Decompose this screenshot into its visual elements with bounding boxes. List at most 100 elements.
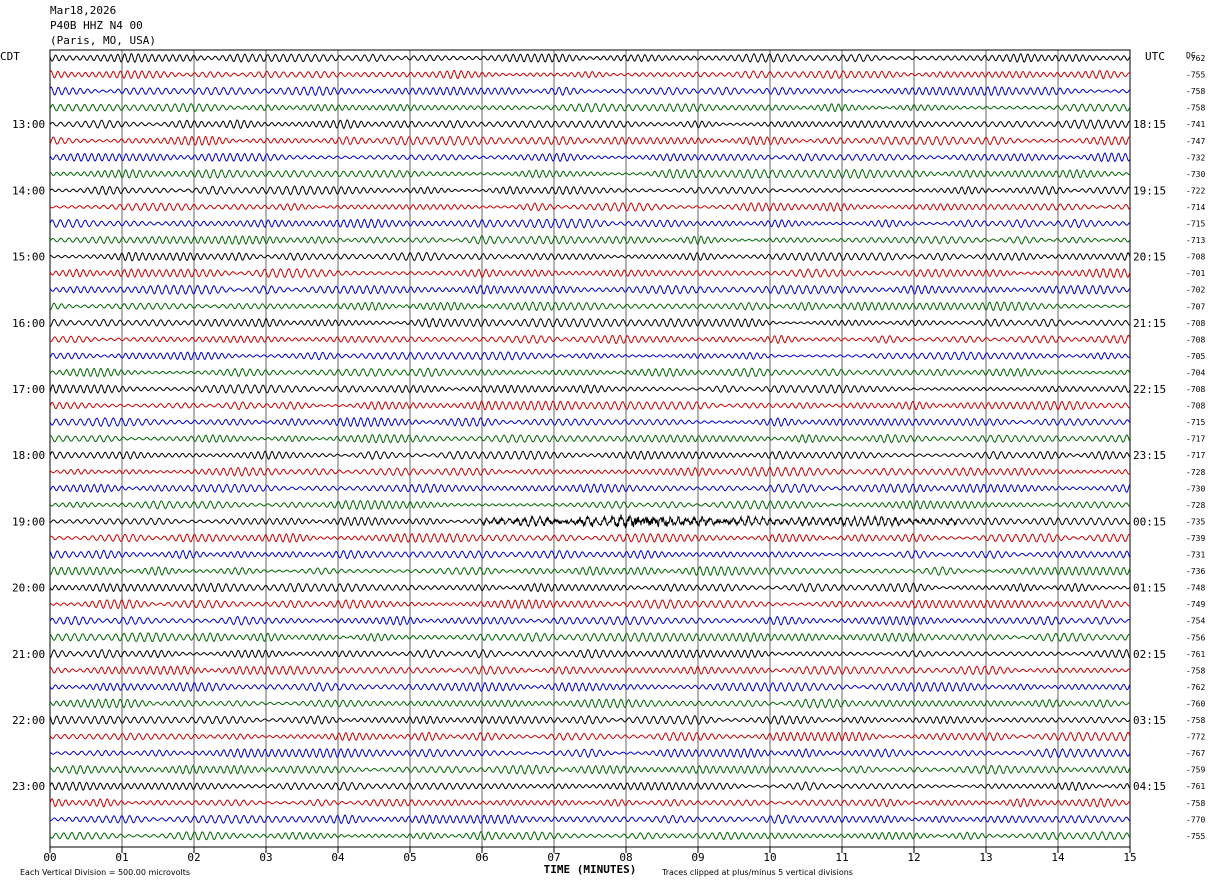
trace-row [49, 351, 1131, 361]
right-hour-label: 21:15 [1133, 317, 1166, 330]
x-tick-label: 09 [691, 851, 704, 864]
x-tick-label: 00 [43, 851, 56, 864]
left-hour-label: 17:00 [12, 383, 45, 396]
trace-row [49, 69, 1131, 80]
dc-offset-label: -761 [1186, 650, 1205, 659]
dc-offset-label: -728 [1186, 468, 1205, 477]
right-hour-label: 22:15 [1133, 383, 1166, 396]
dc-offset-label: -704 [1186, 368, 1205, 377]
dc-offset-label: -755 [1186, 832, 1205, 841]
left-hour-label: 16:00 [12, 317, 45, 330]
right-hour-label: 02:15 [1133, 648, 1166, 661]
trace-row [49, 582, 1131, 593]
right-hour-label: 04:15 [1133, 780, 1166, 793]
trace-row [49, 450, 1131, 460]
right-hour-label: 03:15 [1133, 714, 1166, 727]
trace-row [49, 251, 1131, 262]
dc-offset-label: -714 [1186, 203, 1205, 212]
trace-row [49, 417, 1131, 428]
dc-offset-label: -756 [1186, 633, 1205, 642]
left-hour-label: 13:00 [12, 118, 45, 131]
trace-row [49, 218, 1131, 229]
dc-offset-label: -770 [1186, 815, 1205, 824]
dc-offset-label: -728 [1186, 501, 1205, 510]
trace-row [49, 318, 1131, 328]
dc-offset-label: -736 [1186, 567, 1205, 576]
x-tick-label: 13 [979, 851, 992, 864]
x-tick-label: 15 [1123, 851, 1136, 864]
dc-offset-label: -749 [1186, 600, 1205, 609]
dc-offset-label: -708 [1186, 253, 1205, 262]
header-station: P40B HHZ N4 00 [50, 19, 143, 32]
right-hour-label: 18:15 [1133, 118, 1166, 131]
dc-offset-label: -731 [1186, 551, 1205, 560]
trace-row [49, 102, 1131, 113]
dc-offset-label: -758 [1186, 666, 1205, 675]
trace-row [49, 500, 1131, 510]
trace-row [49, 781, 1131, 791]
right-axis-label: UTC [1145, 50, 1165, 63]
dc-offset-label: -717 [1186, 451, 1205, 460]
trace-row [49, 764, 1131, 775]
right-hour-label: 01:15 [1133, 582, 1166, 595]
trace-row [49, 119, 1131, 129]
dc-offset-label: -705 [1186, 352, 1205, 361]
trace-row [49, 483, 1131, 494]
trace-row [49, 831, 1131, 841]
right-hour-label: 23:15 [1133, 449, 1166, 462]
right-hour-label: 19:15 [1133, 184, 1166, 197]
dc-offset-label: -708 [1186, 385, 1205, 394]
trace-row [49, 748, 1131, 759]
grid-lines [49, 49, 1131, 853]
left-axis-label: CDT [0, 50, 20, 63]
trace-row [49, 549, 1131, 560]
dc-offset-label: -759 [1186, 766, 1205, 775]
trace-row [49, 400, 1131, 411]
x-tick-label: 08 [619, 851, 632, 864]
dc-offset-label: -715 [1186, 220, 1205, 229]
dc-offset-label: -730 [1186, 170, 1205, 179]
left-hour-label: 18:00 [12, 449, 45, 462]
trace-row [49, 301, 1131, 312]
trace-row [49, 615, 1131, 626]
dc-offset-label: -758 [1186, 87, 1205, 96]
x-tick-label: 10 [763, 851, 776, 864]
dc-offset-label: -755 [1186, 71, 1205, 80]
dc-offset-label: -717 [1186, 435, 1205, 444]
dc-offset-label: -762 [1186, 54, 1205, 63]
trace-row [49, 566, 1131, 576]
dc-offset-label: -772 [1186, 733, 1205, 742]
plot-frame [49, 49, 1131, 848]
x-tick-label: 06 [475, 851, 488, 864]
trace-row [49, 235, 1131, 245]
x-tick-label: 14 [1051, 851, 1065, 864]
x-tick-label: 03 [259, 851, 272, 864]
trace-row [49, 715, 1131, 725]
dc-offset-label: -754 [1186, 617, 1205, 626]
dc-offset-label: -735 [1186, 517, 1205, 526]
trace-row [49, 86, 1131, 96]
left-hour-label: 20:00 [12, 582, 45, 595]
trace-row [49, 649, 1131, 659]
dc-offset-label: -747 [1186, 137, 1205, 146]
traces [49, 52, 1131, 841]
trace-row [49, 185, 1131, 196]
dc-offset-label: -702 [1186, 286, 1205, 295]
trace-row [49, 466, 1131, 477]
trace-row [49, 698, 1131, 709]
footer-vertical-division: Each Vertical Division = 500.00 microvol… [20, 868, 190, 877]
trace-row [49, 731, 1131, 742]
dc-label: DC [1186, 51, 1196, 60]
trace-row [49, 632, 1131, 643]
left-hour-label: 21:00 [12, 648, 45, 661]
trace-row [49, 532, 1131, 543]
trace-row [49, 169, 1131, 179]
dc-offset-label: -758 [1186, 716, 1205, 725]
trace-row [49, 514, 1131, 529]
dc-offset-label: -713 [1186, 236, 1205, 245]
dc-offset-label: -708 [1186, 335, 1205, 344]
x-tick-label: 05 [403, 851, 416, 864]
trace-row [49, 268, 1131, 279]
x-tick-label: 01 [115, 851, 128, 864]
